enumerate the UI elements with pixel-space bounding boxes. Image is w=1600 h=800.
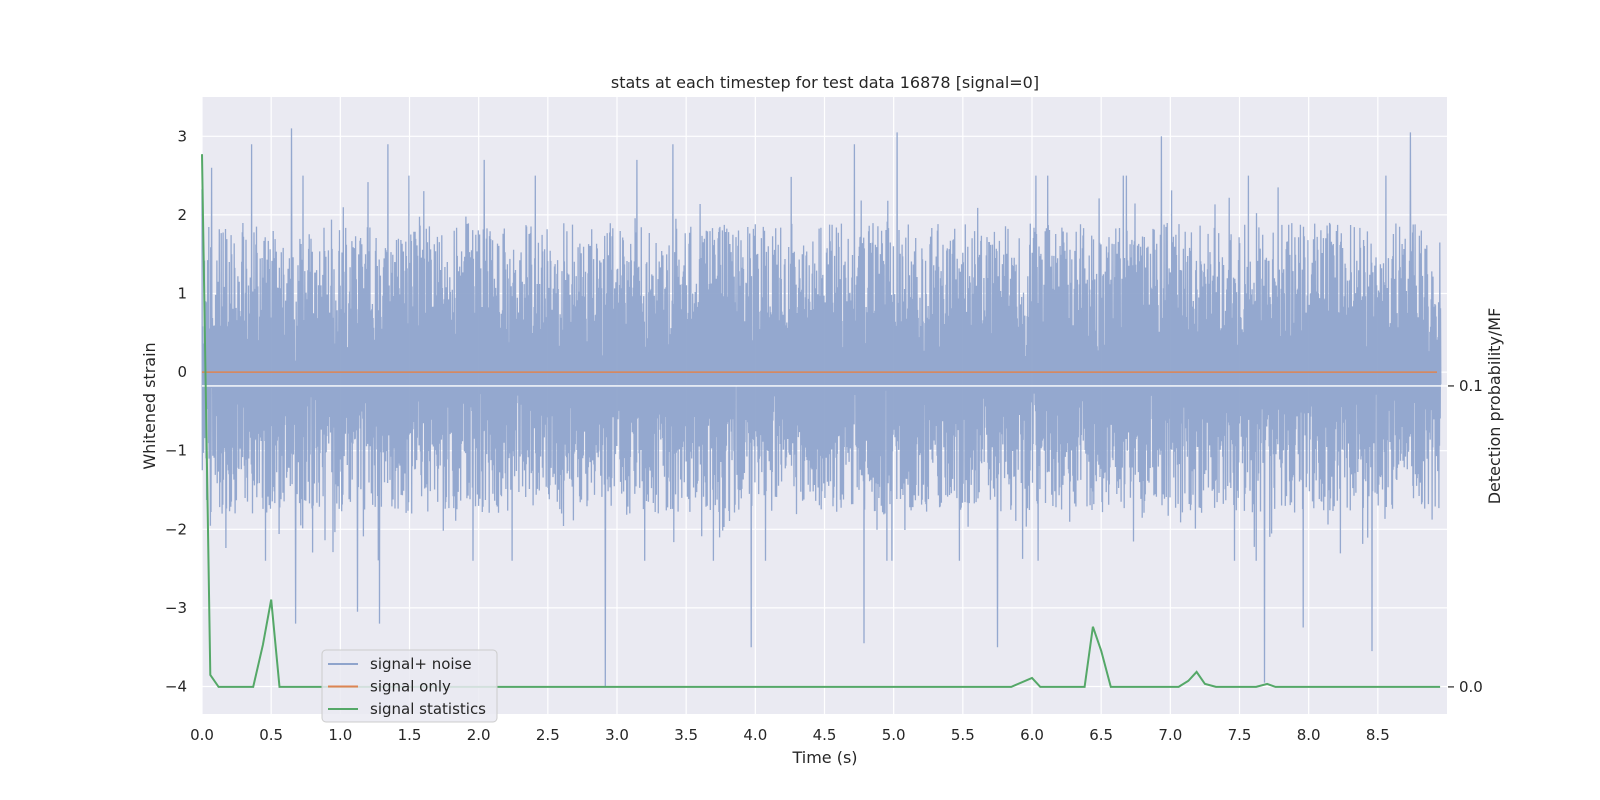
x-tick-label: 4.5 <box>813 726 837 744</box>
y2-tick-label: 0.0 <box>1459 678 1483 696</box>
x-tick-label: 3.5 <box>674 726 698 744</box>
y-axis-ticks: −4 −3 −2 −1 0 1 2 3 <box>165 127 187 695</box>
x-tick-label: 6.5 <box>1089 726 1113 744</box>
legend: signal+ noise signal only signal statistic… <box>321 649 498 723</box>
signal-noise-line <box>201 128 1442 687</box>
y-axis-label: Whitened strain <box>140 342 159 469</box>
series-signal-only <box>202 371 1447 387</box>
x-tick-label: 7.0 <box>1158 726 1182 744</box>
x-tick-label: 8.0 <box>1297 726 1321 744</box>
y-tick-label: −4 <box>165 677 187 695</box>
x-tick-label: 4.0 <box>743 726 767 744</box>
x-axis-label: Time (s) <box>791 748 857 767</box>
x-tick-label: 5.0 <box>882 726 906 744</box>
x-tick-label: 3.0 <box>605 726 629 744</box>
x-tick-label: 7.5 <box>1228 726 1252 744</box>
y-tick-label: −3 <box>165 599 187 617</box>
y-tick-label: 2 <box>177 206 187 224</box>
y-tick-label: −1 <box>165 442 187 460</box>
x-tick-label: 8.5 <box>1366 726 1390 744</box>
x-tick-label: 1.5 <box>398 726 422 744</box>
y-tick-label: 0 <box>177 363 187 381</box>
y2-axis-label: Detection probability/MF <box>1485 308 1504 505</box>
legend-box <box>321 649 498 723</box>
series-signal-statistics <box>201 154 1441 688</box>
x-tick-label: 2.5 <box>536 726 560 744</box>
signal-statistics-line <box>201 154 1441 688</box>
x-tick-label: 5.5 <box>951 726 975 744</box>
series-signal-noise <box>201 128 1442 687</box>
chart-title: stats at each timestep for test data 168… <box>611 73 1039 92</box>
y-tick-label: 3 <box>177 127 187 145</box>
y-tick-label: 1 <box>177 284 187 302</box>
legend-label: signal only <box>370 678 451 696</box>
x-tick-label: 0.0 <box>190 726 214 744</box>
y-tick-label: −2 <box>165 520 187 538</box>
legend-label: signal+ noise <box>370 655 472 673</box>
y2-tick-label: 0.1 <box>1459 377 1483 395</box>
x-tick-label: 6.0 <box>1020 726 1044 744</box>
x-tick-label: 1.0 <box>328 726 352 744</box>
legend-label: signal statistics <box>370 700 486 718</box>
x-tick-label: 0.5 <box>259 726 283 744</box>
x-axis-ticks: 0.0 0.5 1.0 1.5 2.0 2.5 3.0 3.5 4.0 4.5 5.0 5.5 6.0 6… <box>190 726 1390 744</box>
x-tick-label: 2.0 <box>467 726 491 744</box>
y2-axis-ticks: 0.0 0.1 <box>1448 377 1483 696</box>
